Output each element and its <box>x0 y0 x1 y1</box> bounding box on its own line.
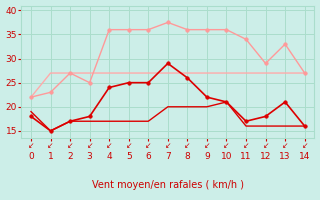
Text: ↙: ↙ <box>125 141 132 150</box>
Text: ↙: ↙ <box>28 141 34 150</box>
Text: ↙: ↙ <box>262 141 269 150</box>
Text: ↙: ↙ <box>223 141 230 150</box>
Text: ↙: ↙ <box>145 141 151 150</box>
X-axis label: Vent moyen/en rafales ( km/h ): Vent moyen/en rafales ( km/h ) <box>92 180 244 190</box>
Text: ↙: ↙ <box>165 141 171 150</box>
Text: ↙: ↙ <box>243 141 249 150</box>
Text: ↙: ↙ <box>282 141 288 150</box>
Text: ↙: ↙ <box>106 141 112 150</box>
Text: ↙: ↙ <box>204 141 210 150</box>
Text: ↙: ↙ <box>47 141 54 150</box>
Text: ↙: ↙ <box>301 141 308 150</box>
Text: ↙: ↙ <box>67 141 73 150</box>
Text: ↙: ↙ <box>184 141 191 150</box>
Text: ↙: ↙ <box>86 141 93 150</box>
